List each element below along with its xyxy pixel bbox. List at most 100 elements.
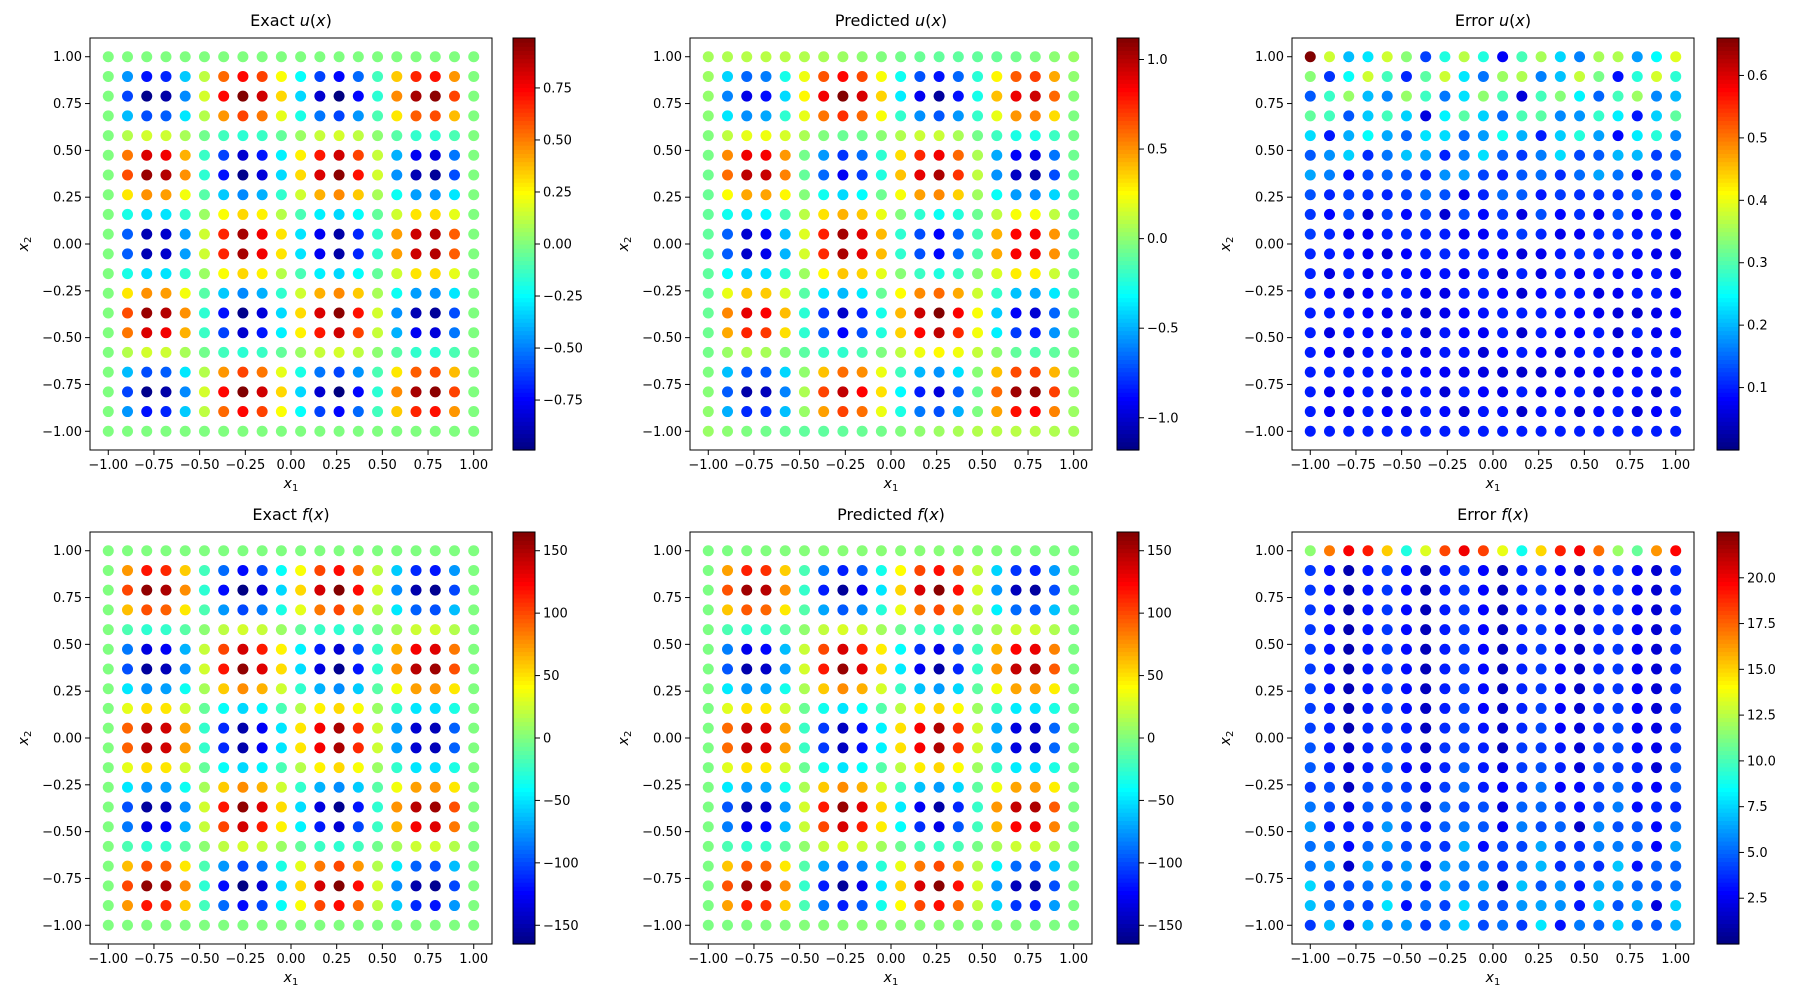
data-point — [1516, 564, 1528, 576]
data-point — [1420, 386, 1432, 398]
data-point — [1420, 702, 1432, 714]
data-point — [1554, 821, 1566, 833]
data-point — [1554, 762, 1566, 774]
data-point — [933, 208, 945, 220]
colorbar-segment — [1117, 161, 1139, 167]
data-point — [1400, 742, 1412, 754]
data-point — [141, 287, 153, 299]
data-point — [856, 624, 868, 636]
data-point — [1400, 564, 1412, 576]
data-point — [141, 208, 153, 220]
data-point — [179, 268, 191, 280]
colorbar-segment — [513, 79, 535, 84]
data-point — [779, 860, 791, 872]
colorbar-tick-label: 2.5 — [1747, 892, 1768, 907]
data-point — [1343, 366, 1355, 378]
data-point — [798, 584, 810, 596]
data-point — [1439, 110, 1451, 122]
data-point — [198, 406, 210, 418]
colorbar-segment — [513, 190, 535, 196]
data-point — [1535, 90, 1547, 102]
data-point — [314, 149, 326, 161]
data-point — [179, 228, 191, 240]
data-point — [102, 346, 114, 358]
data-point — [141, 821, 153, 833]
data-point — [391, 821, 403, 833]
data-point — [1304, 406, 1316, 418]
data-point — [1029, 287, 1041, 299]
data-point — [972, 70, 984, 82]
data-point — [702, 327, 714, 339]
colorbar-segment — [1717, 911, 1739, 916]
data-point — [1029, 51, 1041, 63]
data-point — [1324, 762, 1336, 774]
data-point — [275, 307, 287, 319]
x-tick-label: −1.00 — [88, 458, 128, 473]
colorbar-segment — [513, 54, 535, 60]
data-point — [702, 860, 714, 872]
data-point — [1420, 604, 1432, 616]
data-point — [1670, 663, 1682, 675]
data-point — [895, 307, 907, 319]
data-point — [1420, 900, 1432, 912]
data-point — [218, 781, 230, 793]
data-point — [1304, 110, 1316, 122]
y-tick-label: −1.00 — [42, 425, 82, 440]
data-point — [372, 801, 384, 813]
data-point — [1029, 110, 1041, 122]
colorbar-segment — [513, 347, 535, 352]
data-point — [1497, 821, 1509, 833]
data-point — [179, 880, 191, 892]
data-point — [410, 90, 422, 102]
data-point — [1593, 663, 1605, 675]
data-point — [1574, 762, 1586, 774]
data-point — [1381, 149, 1393, 161]
data-point — [1650, 189, 1662, 201]
data-point — [372, 781, 384, 793]
data-point — [1631, 189, 1643, 201]
data-point — [160, 346, 172, 358]
data-point — [198, 624, 210, 636]
data-point — [818, 130, 830, 142]
data-point — [856, 406, 868, 418]
colorbar-segment — [1717, 206, 1739, 212]
data-point — [1420, 110, 1432, 122]
data-point — [1497, 268, 1509, 280]
data-point — [972, 169, 984, 181]
data-point — [1458, 327, 1470, 339]
data-point — [914, 880, 926, 892]
data-point — [1029, 860, 1041, 872]
data-point — [1650, 702, 1662, 714]
data-point — [1631, 208, 1643, 220]
data-point — [179, 840, 191, 852]
data-point — [1400, 327, 1412, 339]
data-point — [198, 742, 210, 754]
data-point — [856, 268, 868, 280]
data-point — [1324, 425, 1336, 437]
data-point — [1554, 545, 1566, 557]
data-point — [198, 169, 210, 181]
data-point — [314, 821, 326, 833]
data-point — [448, 702, 460, 714]
data-point — [837, 722, 849, 734]
data-point — [1400, 880, 1412, 892]
data-point — [1343, 327, 1355, 339]
x-tick-label: 0.25 — [922, 458, 951, 473]
colorbar-segment — [1117, 647, 1139, 653]
data-point — [1362, 545, 1374, 557]
data-point — [1362, 425, 1374, 437]
data-point — [1324, 900, 1336, 912]
data-point — [798, 900, 810, 912]
y-tick-label: 0.00 — [1255, 238, 1284, 253]
data-point — [1612, 919, 1624, 931]
data-point — [933, 268, 945, 280]
data-point — [856, 702, 868, 714]
data-point — [1048, 228, 1060, 240]
data-point — [1535, 821, 1547, 833]
data-point — [818, 208, 830, 220]
colorbar-segment — [513, 384, 535, 389]
data-point — [856, 683, 868, 695]
data-point — [1477, 90, 1489, 102]
data-point — [333, 307, 345, 319]
colorbar-segment — [513, 272, 535, 278]
